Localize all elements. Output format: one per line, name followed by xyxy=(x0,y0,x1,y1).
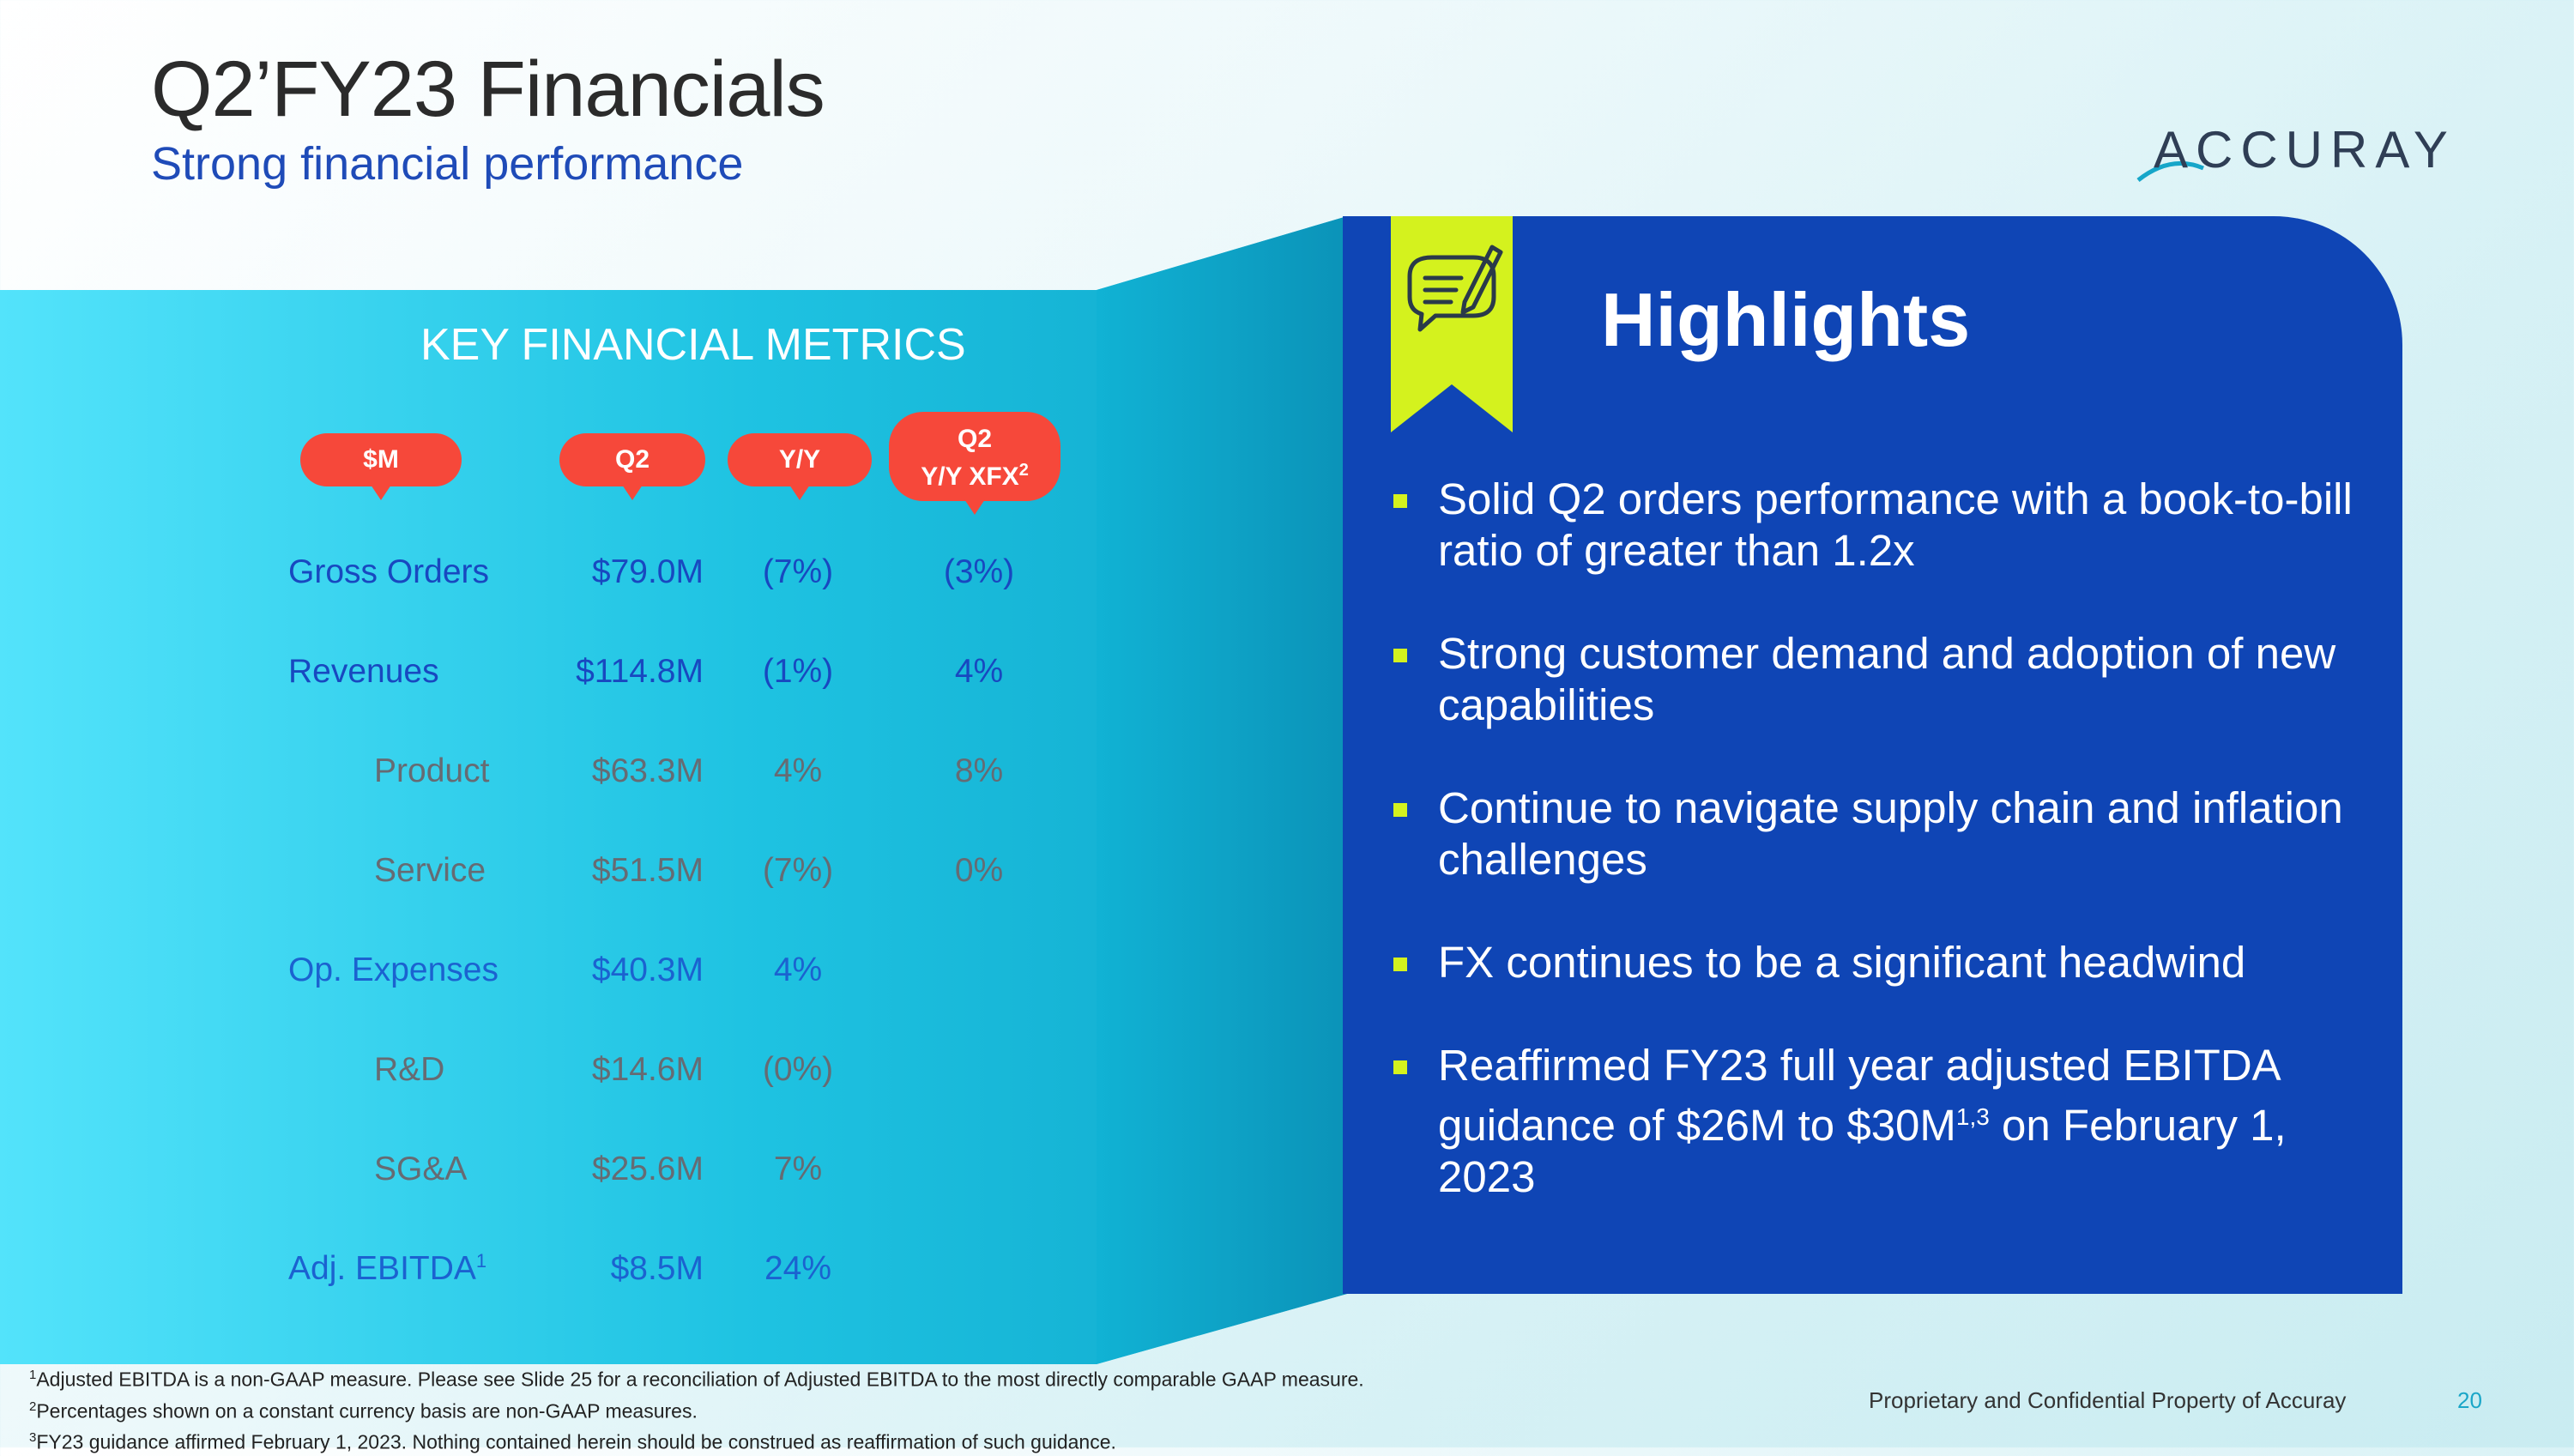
footnote-sup: 2 xyxy=(29,1399,37,1414)
row-yy-value: (7%) xyxy=(762,553,834,590)
footnote: 2Percentages shown on a constant currenc… xyxy=(29,1393,1364,1425)
row-yy-value: 4% xyxy=(773,752,823,789)
table-row-sga: SG&A $25.6M 7% xyxy=(0,1151,1115,1202)
row-yy-value: (0%) xyxy=(762,1051,834,1088)
footnote-text: Percentages shown on a constant currency… xyxy=(36,1399,698,1423)
row-label: SG&A xyxy=(374,1151,468,1187)
column-header-xfx: Q2 Y/Y XFX2 xyxy=(889,412,1060,515)
list-item: Reaffirmed FY23 full year adjusted EBITD… xyxy=(1390,1040,2360,1203)
footnote-text: Adjusted EBITDA is a non-GAAP measure. P… xyxy=(36,1368,1364,1391)
accuray-logo: ACCURAY xyxy=(2136,120,2462,182)
row-label: Revenues xyxy=(288,653,439,690)
logo-text: ACCURAY xyxy=(2154,121,2456,178)
list-item-text-pre: Reaffirmed FY23 full year adjusted EBITD… xyxy=(1438,1041,2279,1150)
page-number: 20 xyxy=(2457,1387,2482,1413)
row-yy-value: (7%) xyxy=(762,852,834,889)
row-q2-value: $14.6M xyxy=(591,1051,704,1088)
row-label: Gross Orders xyxy=(288,553,490,590)
row-label: Product xyxy=(374,752,490,789)
table-row-revenues: Revenues $114.8M (1%) 4% xyxy=(0,653,1115,704)
row-label-sup: 1 xyxy=(475,1250,487,1272)
footnote: 1Adjusted EBITDA is a non-GAAP measure. … xyxy=(29,1362,1364,1393)
table-row-product: Product $63.3M 4% 8% xyxy=(0,752,1115,804)
row-xfx-value: 4% xyxy=(954,653,1004,690)
proprietary-notice: Proprietary and Confidential Property of… xyxy=(1869,1387,2347,1413)
table-row-service: Service $51.5M (7%) 0% xyxy=(0,852,1115,903)
row-label: R&D xyxy=(374,1051,445,1088)
list-item-text-post: on February 1, 2023 xyxy=(1438,1101,2287,1201)
column-header-xfx-line2: Y/Y XFX2 xyxy=(889,455,1060,492)
column-header-xfx-line1: Q2 xyxy=(957,425,993,453)
table-row-adj-ebitda: Adj. EBITDA1 $8.5M 24% xyxy=(0,1250,1115,1302)
metrics-section-title: KEY FINANCIAL METRICS xyxy=(420,320,966,370)
row-yy-value: 7% xyxy=(773,1151,823,1187)
row-yy-value: 24% xyxy=(764,1250,832,1287)
table-row-op-expenses: Op. Expenses $40.3M 4% xyxy=(0,952,1115,1003)
logo-swoosh-icon xyxy=(2136,161,2204,182)
row-xfx-value: 8% xyxy=(954,752,1004,789)
row-q2-value: $63.3M xyxy=(591,752,704,789)
column-header-xfx-sup: 2 xyxy=(1018,461,1029,480)
column-header-m-label: $M xyxy=(363,445,399,474)
footnote-text: FY23 guidance affirmed February 1, 2023.… xyxy=(36,1430,1116,1453)
highlights-list: Solid Q2 orders performance with a book-… xyxy=(1390,474,2360,1254)
row-label: Adj. EBITDA1 xyxy=(288,1250,486,1288)
footnote-sup: 1 xyxy=(29,1368,37,1382)
footnotes: 1Adjusted EBITDA is a non-GAAP measure. … xyxy=(29,1362,1364,1456)
row-yy-value: (1%) xyxy=(762,653,834,690)
row-xfx-value: 0% xyxy=(954,852,1004,889)
list-item: FX continues to be a significant headwin… xyxy=(1390,937,2360,988)
column-header-m: $M xyxy=(300,433,462,500)
column-header-yy: Y/Y xyxy=(728,433,872,500)
row-q2-value: $114.8M xyxy=(576,653,704,690)
chat-note-pencil-icon xyxy=(1391,216,1513,432)
metrics-panel-background xyxy=(0,216,1347,1364)
row-label: Service xyxy=(374,852,486,889)
row-label: Op. Expenses xyxy=(288,952,498,988)
column-header-xfx-line2-text: Y/Y XFX xyxy=(921,462,1019,491)
column-header-q2: Q2 xyxy=(559,433,705,500)
highlights-title: Highlights xyxy=(1601,277,1971,362)
footnote-sup: 3 xyxy=(29,1430,37,1446)
highlights-panel xyxy=(1343,216,2402,1294)
row-q2-value: $25.6M xyxy=(591,1151,704,1187)
column-header-yy-label: Y/Y xyxy=(778,445,821,474)
row-label-text: Adj. EBITDA xyxy=(288,1250,476,1287)
list-item: Solid Q2 orders performance with a book-… xyxy=(1390,474,2360,577)
row-xfx-value: (3%) xyxy=(943,553,1015,590)
row-q2-value: $40.3M xyxy=(591,952,704,988)
column-header-q2-label: Q2 xyxy=(614,445,650,474)
page-title: Q2’FY23 Financials xyxy=(151,45,825,133)
row-q2-value: $79.0M xyxy=(591,553,704,590)
table-row-gross-orders: Gross Orders $79.0M (7%) (3%) xyxy=(0,553,1115,605)
list-item: Strong customer demand and adoption of n… xyxy=(1390,628,2360,731)
list-item: Continue to navigate supply chain and in… xyxy=(1390,782,2360,885)
row-q2-value: $8.5M xyxy=(610,1250,704,1287)
row-q2-value: $51.5M xyxy=(591,852,704,889)
list-item-sup: 1,3 xyxy=(1955,1103,1990,1130)
footnote: 3FY23 guidance affirmed February 1, 2023… xyxy=(29,1424,1364,1456)
page-subtitle: Strong financial performance xyxy=(151,138,744,190)
row-yy-value: 4% xyxy=(773,952,823,988)
table-row-rnd: R&D $14.6M (0%) xyxy=(0,1051,1115,1103)
